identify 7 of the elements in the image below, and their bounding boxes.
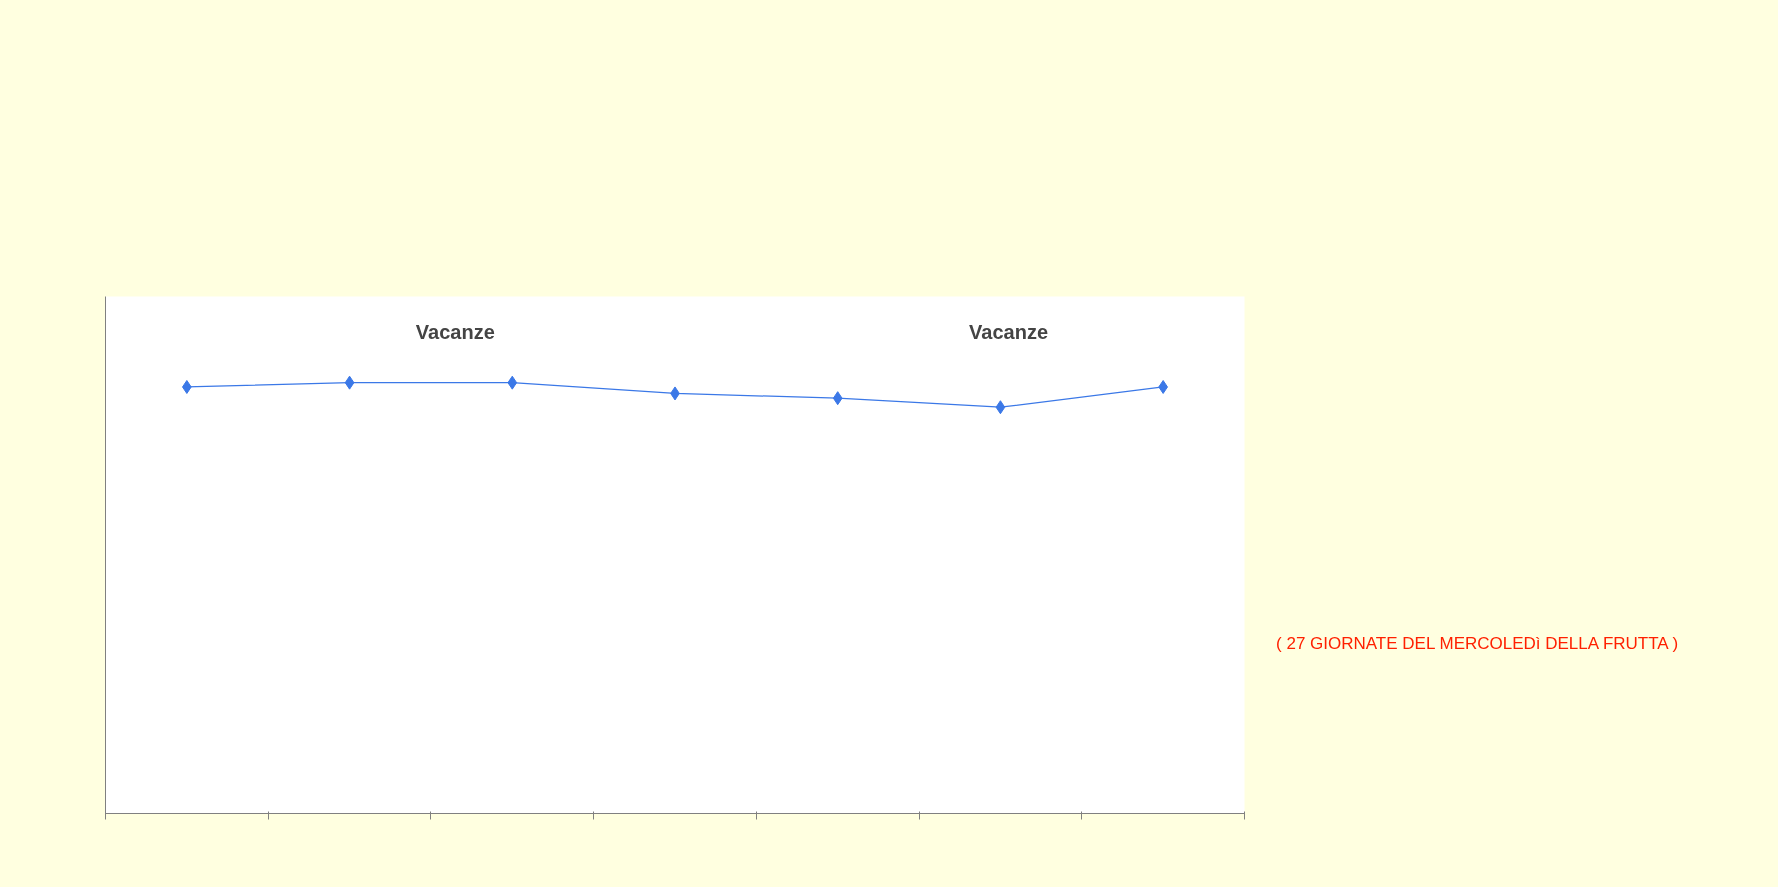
point bbox=[344, 375, 355, 390]
text: ( 27 GIORNATE DEL MERCOLEDì DELLA FRUTTA ) bbox=[1276, 634, 1679, 654]
text: Vacanze bbox=[969, 321, 1049, 344]
point bbox=[507, 375, 518, 390]
point bbox=[832, 391, 843, 406]
text: Vacanze bbox=[415, 321, 495, 344]
point bbox=[995, 400, 1006, 415]
